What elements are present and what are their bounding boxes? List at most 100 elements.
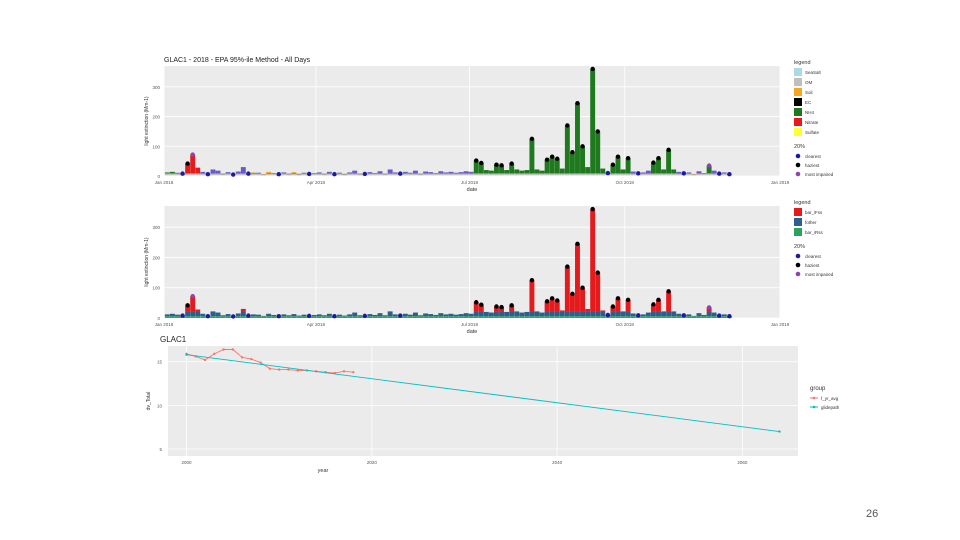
bar-segment <box>585 167 591 174</box>
bar-segment <box>316 316 322 318</box>
bar-segment <box>402 316 408 318</box>
bar-segment <box>418 315 423 317</box>
bar-segment <box>225 173 231 174</box>
bar-segment <box>382 175 388 176</box>
bar-segment <box>524 174 530 176</box>
legend-label: SeaSalt <box>805 70 822 75</box>
legend-label: bar_iFss <box>805 210 823 215</box>
flag-point <box>565 123 570 128</box>
y-tick-label: 0 <box>157 316 160 321</box>
bar-segment <box>250 316 256 318</box>
bar-segment <box>311 173 317 174</box>
bar-segment <box>564 311 570 317</box>
bar-segment <box>721 172 727 174</box>
bar-segment <box>686 173 692 175</box>
bar-segment <box>448 173 454 174</box>
bar-segment <box>164 174 170 176</box>
bar-segment <box>428 314 434 317</box>
bar-segment <box>175 314 180 317</box>
bar-segment <box>529 174 535 176</box>
flag-point <box>230 172 236 177</box>
bar-segment <box>701 174 707 176</box>
bar-segment <box>549 156 555 174</box>
bar-segment <box>595 131 601 174</box>
bar-segment <box>483 173 489 175</box>
bar-segment <box>514 174 520 176</box>
bar-segment <box>281 173 287 174</box>
x-tick-label: 2040 <box>552 460 563 465</box>
bar-segment <box>382 173 388 174</box>
bar-segment <box>175 316 180 318</box>
bar-segment <box>544 301 550 312</box>
bar-segment <box>392 173 398 174</box>
bar-segment <box>575 173 580 175</box>
bar-segment <box>600 173 606 174</box>
data-point-glidepath <box>778 430 781 433</box>
x-tick-label: Jan 2019 <box>771 180 790 185</box>
bar-segment <box>235 174 241 176</box>
bar-segment <box>367 174 373 176</box>
bar-segment <box>671 311 677 317</box>
bar-segment <box>645 312 651 317</box>
flag-point <box>544 299 550 304</box>
flag-point <box>205 172 211 177</box>
bar-segment <box>412 173 418 175</box>
bar-segment <box>600 168 606 174</box>
bar-segment <box>509 173 515 175</box>
bar-segment <box>453 314 459 317</box>
bar-segment <box>291 173 297 174</box>
chart-title: GLAC1 - 2018 - EPA 95%-ile Method - All … <box>164 57 311 64</box>
x-tick-label: 2060 <box>737 460 748 465</box>
flag-point <box>529 136 535 142</box>
bar-segment <box>220 316 226 318</box>
bar-segment <box>488 173 494 175</box>
bar-segment <box>504 173 510 175</box>
bar-segment <box>164 173 170 174</box>
bar-segment <box>387 173 393 174</box>
bar-segment <box>296 175 302 176</box>
bar-segment <box>721 173 727 175</box>
bar-segment <box>195 311 201 317</box>
bar-segment <box>696 173 702 174</box>
x-tick-label: Jan 2018 <box>155 180 174 185</box>
bar-segment <box>661 173 667 174</box>
bar-segment <box>661 169 667 174</box>
bar-segment <box>286 316 292 318</box>
legend-label: clearest <box>805 254 822 259</box>
bar-segment <box>235 173 241 174</box>
bar-segment <box>488 173 494 174</box>
legend-swatch <box>794 98 802 106</box>
flag-point <box>276 313 281 319</box>
bar-segment <box>488 312 494 317</box>
bar-segment <box>200 316 206 318</box>
bar-segment <box>301 316 307 318</box>
bar-segment <box>514 173 520 174</box>
bar-segment <box>468 173 474 175</box>
bar-segment <box>691 316 697 318</box>
bar-segment <box>316 314 322 317</box>
legend-swatch <box>794 208 802 216</box>
bar-segment <box>494 164 499 174</box>
bar-segment <box>266 173 272 174</box>
bar-segment <box>554 300 560 312</box>
data-point-glidepath <box>185 353 188 356</box>
bar-segment <box>225 173 231 175</box>
legend-title: group <box>810 386 826 392</box>
bar-segment <box>347 316 353 318</box>
bar-segment <box>210 174 216 176</box>
bar-segment <box>706 307 712 312</box>
bar-segment <box>625 299 631 312</box>
bar-segment <box>342 174 348 176</box>
bar-segment <box>377 171 383 174</box>
bar-segment <box>463 313 469 317</box>
bar-segment <box>352 312 358 317</box>
bar-segment <box>686 174 692 176</box>
y-axis-label: dv_Total <box>146 392 152 411</box>
flag-point <box>656 297 661 303</box>
bar-segment <box>504 316 510 318</box>
bar-segment <box>407 316 413 318</box>
bar-segment <box>630 174 636 176</box>
bar-segment <box>337 173 342 175</box>
bar-segment <box>706 311 712 317</box>
bar-segment <box>200 174 206 176</box>
